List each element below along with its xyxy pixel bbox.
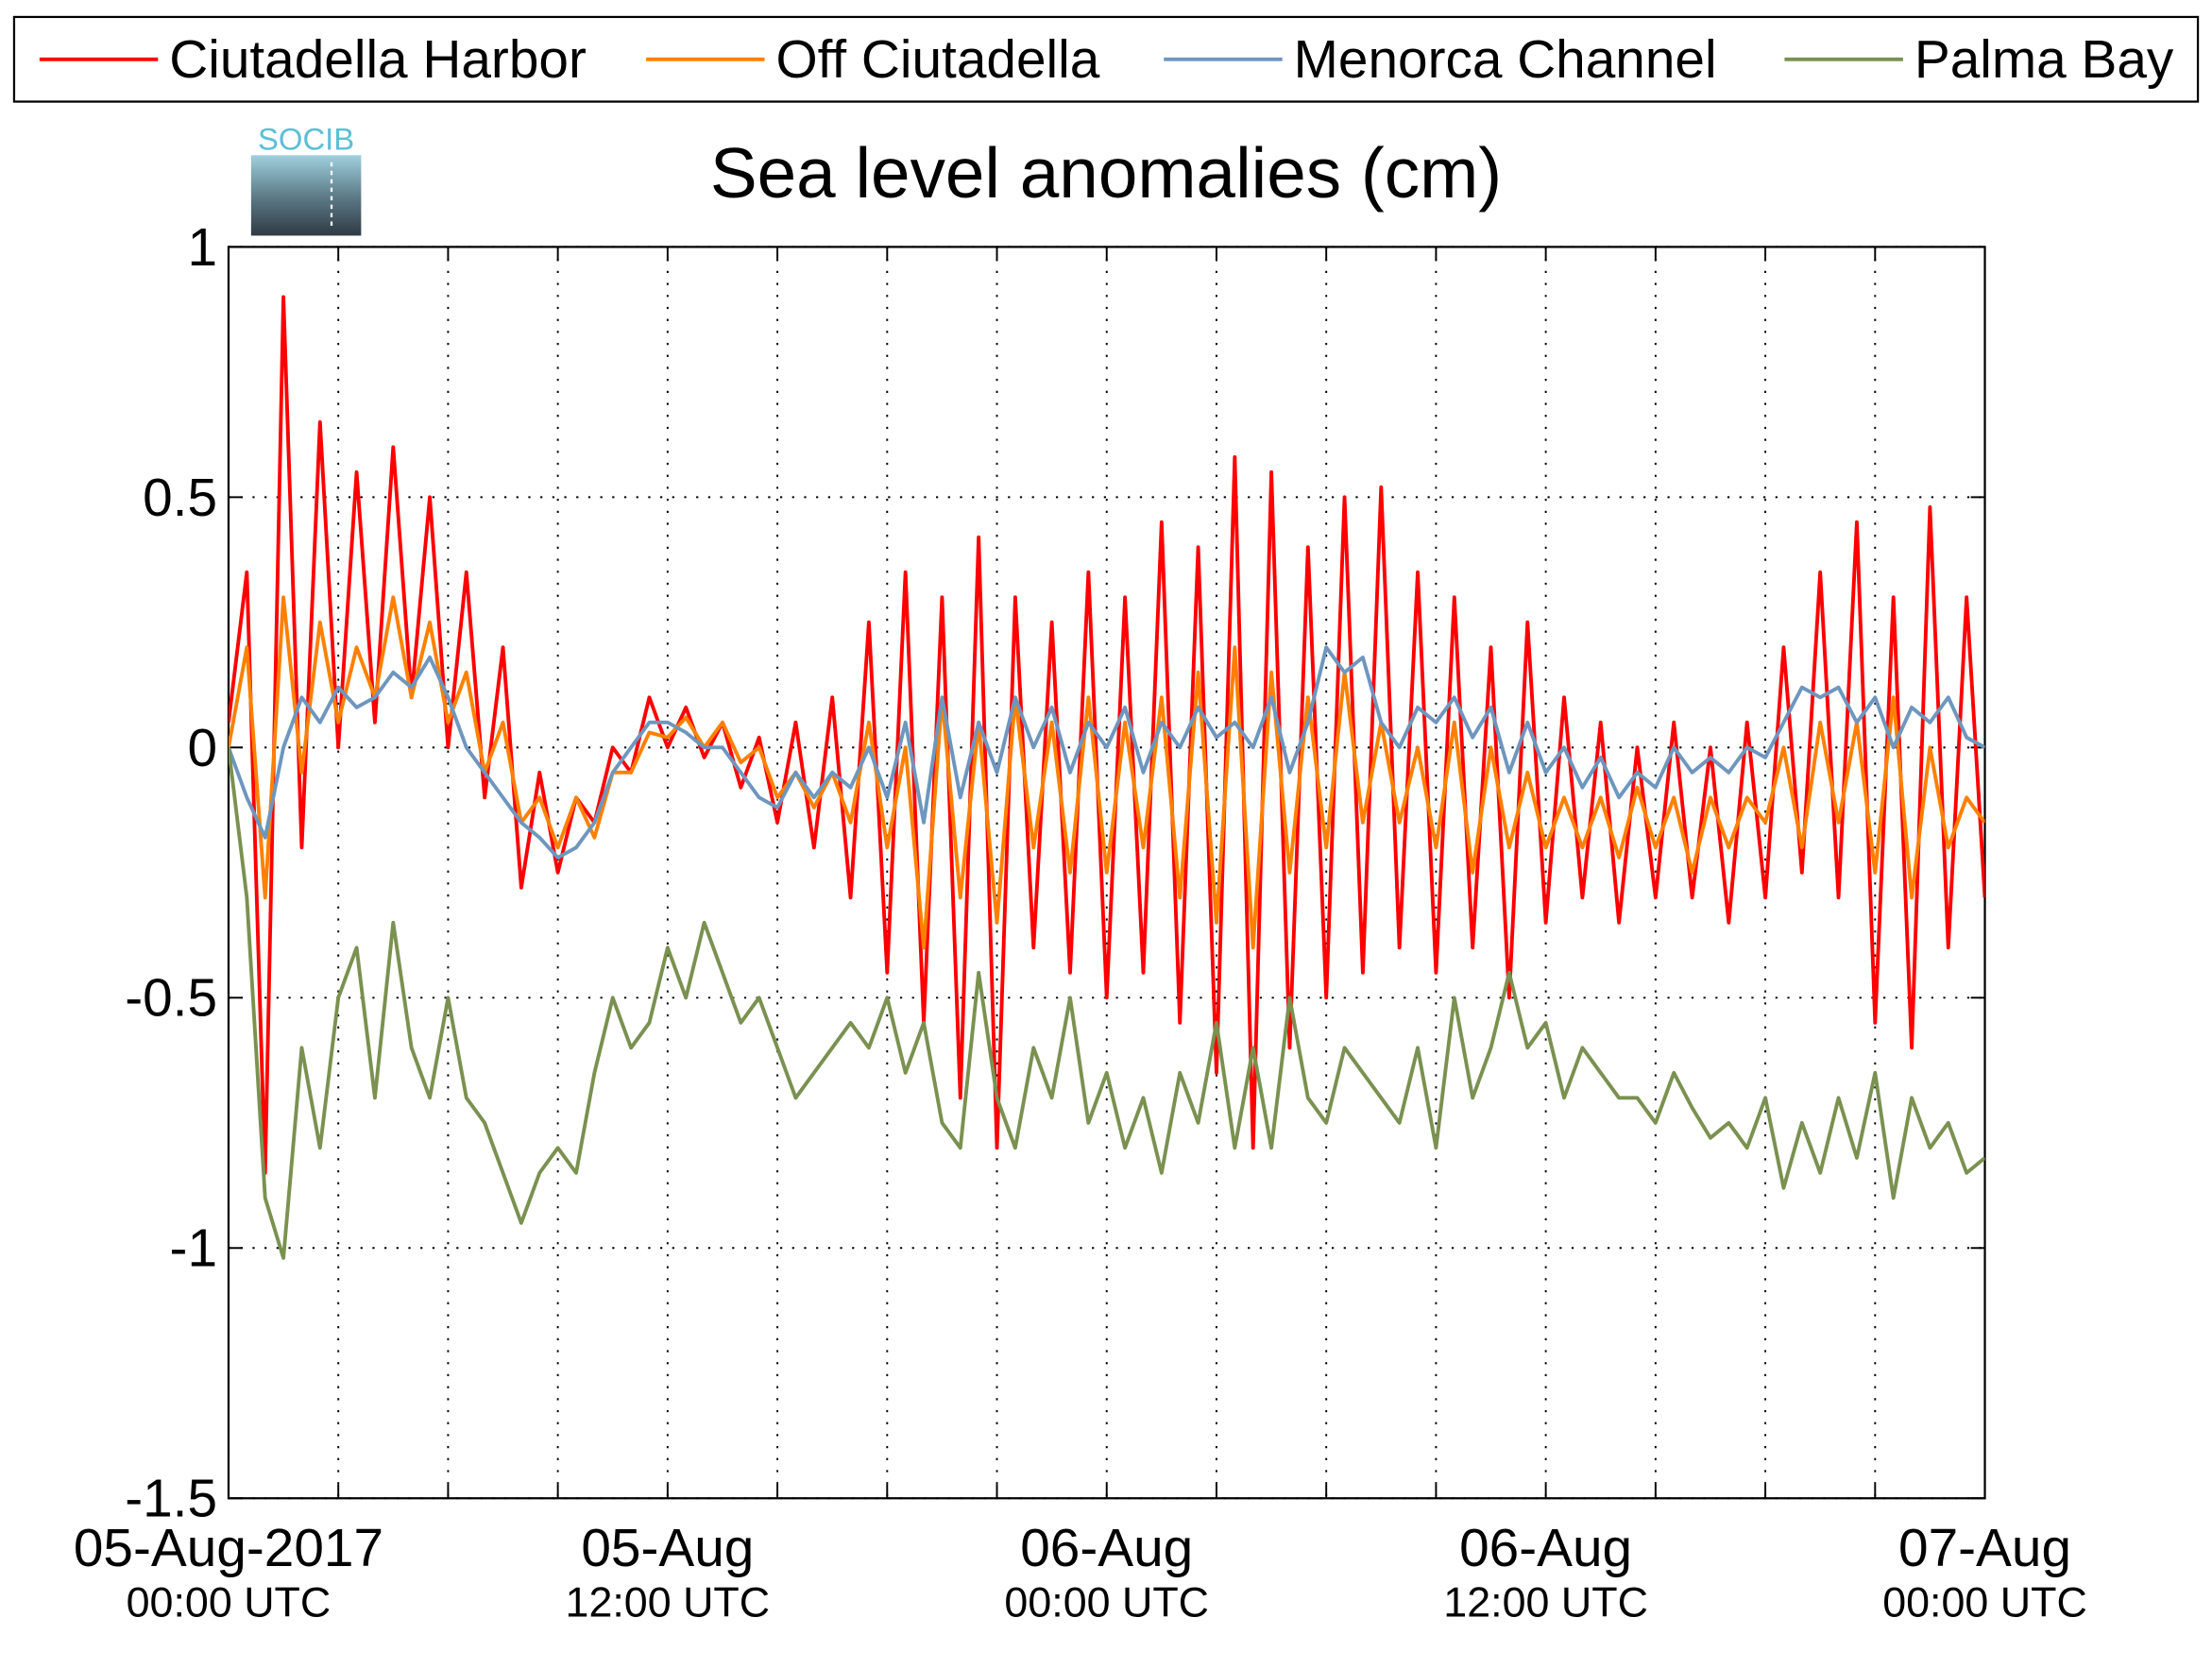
x-tick-sublabel: 00:00 UTC [1882,1579,2087,1626]
x-tick-sublabel: 12:00 UTC [566,1579,771,1626]
x-tick-sublabel: 00:00 UTC [1004,1579,1209,1626]
y-tick-label: 0 [187,719,217,778]
x-tick-label: 06-Aug [1459,1519,1632,1578]
x-tick-label: 05-Aug-2017 [74,1519,383,1578]
x-tick-sublabel: 12:00 UTC [1443,1579,1648,1626]
logo-text: SOCIB [258,121,354,156]
y-tick-label: 1 [187,218,217,278]
y-tick-label: -1.5 [125,1470,217,1529]
plot-area [228,295,1985,1260]
logo-image [250,155,362,236]
y-tick-label: 0.5 [143,468,217,528]
x-tick-label: 06-Aug [1020,1519,1193,1578]
series-line [228,645,1985,860]
logo: SOCIB [250,121,362,236]
series-line [228,295,1985,1175]
legend-label: Palma Bay [1914,30,2174,90]
chart-title: Sea level anomalies (cm) [710,133,1502,213]
legend-label: Ciutadella Harbor [169,30,587,90]
x-tick-label: 05-Aug [581,1519,754,1578]
legend-label: Off Ciutadella [775,30,1099,90]
y-tick-label: -0.5 [125,969,217,1029]
x-tick-label: 07-Aug [1898,1519,2071,1578]
legend-label: Menorca Channel [1294,30,1717,90]
x-tick-sublabel: 00:00 UTC [127,1579,332,1626]
series-line [228,747,1985,1260]
y-tick-label: -1 [170,1219,217,1279]
